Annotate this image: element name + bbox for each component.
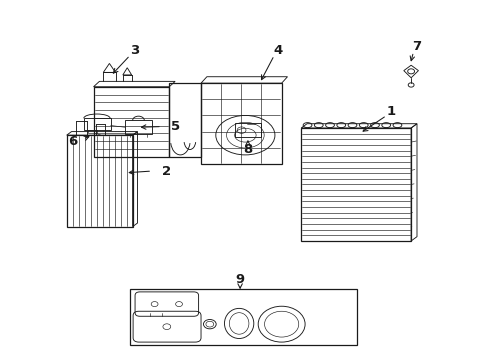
Text: 5: 5 — [171, 120, 180, 133]
Text: 4: 4 — [273, 44, 282, 57]
Bar — [235, 123, 261, 137]
Text: 2: 2 — [162, 165, 171, 177]
Text: 6: 6 — [69, 135, 77, 148]
Bar — [88, 130, 98, 134]
Bar — [125, 121, 152, 134]
Bar — [130, 289, 357, 345]
Text: 1: 1 — [387, 105, 396, 118]
Bar — [301, 128, 411, 241]
Text: 8: 8 — [244, 143, 252, 156]
Text: 7: 7 — [413, 40, 421, 53]
Bar — [67, 135, 133, 226]
Bar — [201, 83, 282, 164]
Text: 9: 9 — [236, 273, 245, 286]
Bar — [94, 87, 169, 157]
Bar — [84, 118, 111, 130]
Text: 3: 3 — [130, 44, 140, 57]
Bar — [169, 83, 201, 157]
